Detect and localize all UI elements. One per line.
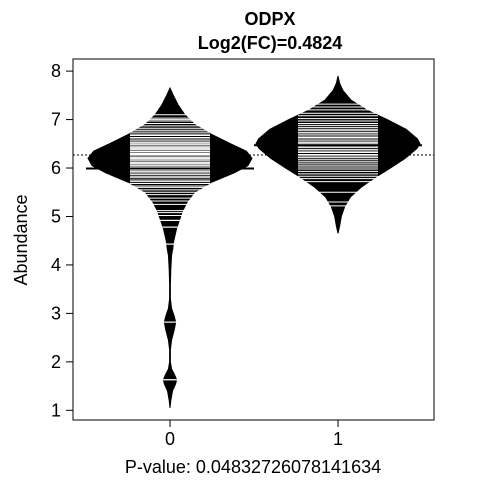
plot-frame: [72, 58, 435, 421]
bean-0-density: [87, 86, 253, 408]
y-tick-label: 7: [51, 110, 61, 130]
y-axis: 1 2 3 4 5 6 7 8: [51, 61, 73, 420]
y-tick-label: 1: [51, 400, 61, 420]
chart-subtitle: Log2(FC)=0.4824: [198, 33, 343, 53]
y-tick-label: 6: [51, 158, 61, 178]
chart-title: ODPX: [244, 9, 295, 29]
x-axis-label: P-value: 0.0483272607814163​4: [125, 457, 381, 477]
y-axis-label: Abundance: [11, 194, 31, 285]
x-tick-label: 0: [165, 429, 175, 449]
y-tick-label: 8: [51, 61, 61, 81]
y-tick-label: 3: [51, 303, 61, 323]
y-tick-label: 4: [51, 255, 61, 275]
y-tick-label: 2: [51, 352, 61, 372]
x-tick-label: 1: [333, 429, 343, 449]
y-tick-label: 5: [51, 206, 61, 226]
beans-layer: [86, 75, 422, 408]
